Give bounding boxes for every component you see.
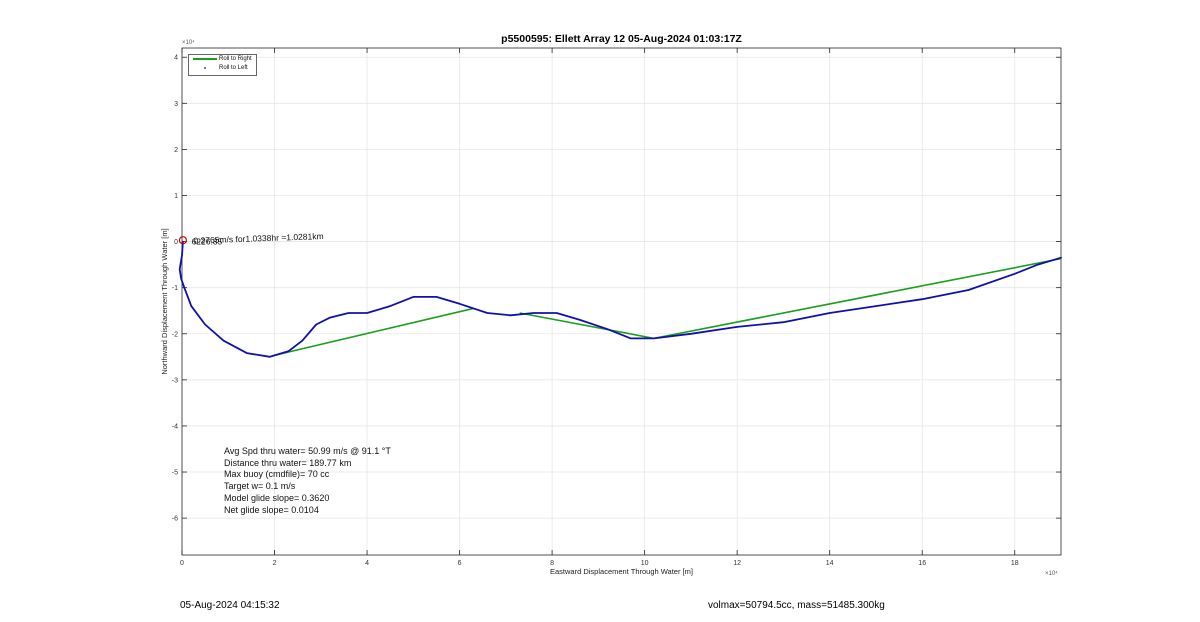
stats-net-glide: Net glide slope= 0.0104 [224,504,319,515]
x-tick-label: 18 [1011,560,1019,567]
footer-volmass: volmax=50794.5cc, mass=51485.300kg [708,600,885,611]
x-tick-label: 8 [550,560,554,567]
x-tick-label: 0 [180,560,184,567]
x-tick-label: 12 [733,560,741,567]
start-marker [178,236,188,245]
y-tick-label: -2 [172,331,178,338]
legend-label-roll-right: Roll to Right [219,56,252,62]
y-tick-label: -1 [172,285,178,292]
series-roll-right-segment [519,312,655,340]
legend-item-roll-left: Roll to Left [189,64,256,73]
x-tick-label: 16 [918,560,926,567]
axes-box [181,47,1062,556]
stats-model-glide: Model glide slope= 0.3620 [224,492,330,503]
y-exponent-label: ×10⁴ [182,39,195,46]
x-tick-label: 4 [365,560,369,567]
x-tick-label: 10 [641,560,649,567]
track-annotation-overlap: 6226.85 [192,237,223,247]
chart-title: p5500595: Ellett Array 12 05-Aug-2024 01… [501,33,742,45]
y-tick-label: 2 [174,147,178,154]
stats-target-w: Target w= 0.1 m/s [224,481,296,492]
footer-timestamp: 05-Aug-2024 04:15:32 [180,600,280,611]
y-tick-label: 3 [174,101,178,108]
y-tick-label: 1 [174,193,178,200]
x-tick-label: 2 [273,560,277,567]
stats-block: Avg Spd thru water= 50.99 m/s @ 91.1 °T … [224,446,391,516]
y-tick-label: -4 [172,423,178,430]
y-tick-label: -5 [172,470,178,477]
y-tick-label: 0 [174,239,178,246]
y-tick-label: -6 [172,516,178,523]
y-tick-label: 4 [174,55,178,62]
x-tick-label: 6 [458,560,462,567]
series-roll-right-segment [653,257,1062,340]
x-tick-label: 14 [826,560,834,567]
legend-swatch-green [193,58,217,60]
legend-swatch-dot [204,67,206,69]
legend-item-roll-right: Roll to Right [189,55,256,64]
stats-avg-speed: Avg Spd thru water= 50.99 m/s @ 91.1 °T [224,446,391,456]
y-tick-label: -3 [172,377,178,384]
series-roll-right-segment [272,307,474,357]
series-roll-left-track [178,240,1062,358]
plot-area [182,48,1061,555]
x-exponent-label: ×10⁴ [1045,570,1058,577]
stats-distance: Distance thru water= 189.77 km [224,457,352,468]
x-axis-label: Eastward Displacement Through Water [m] [550,567,693,576]
track-annotation: 0.2765m/s for1.0338hr =1.0281km [193,231,323,246]
legend-label-roll-left: Roll to Left [219,65,248,71]
y-axis-label: Northward Displacement Through Water [m] [160,228,169,374]
chart-legend: Roll to Right Roll to Left [188,54,257,76]
stats-max-buoy: Max buoy (cmdfile)= 70 cc [224,469,330,480]
